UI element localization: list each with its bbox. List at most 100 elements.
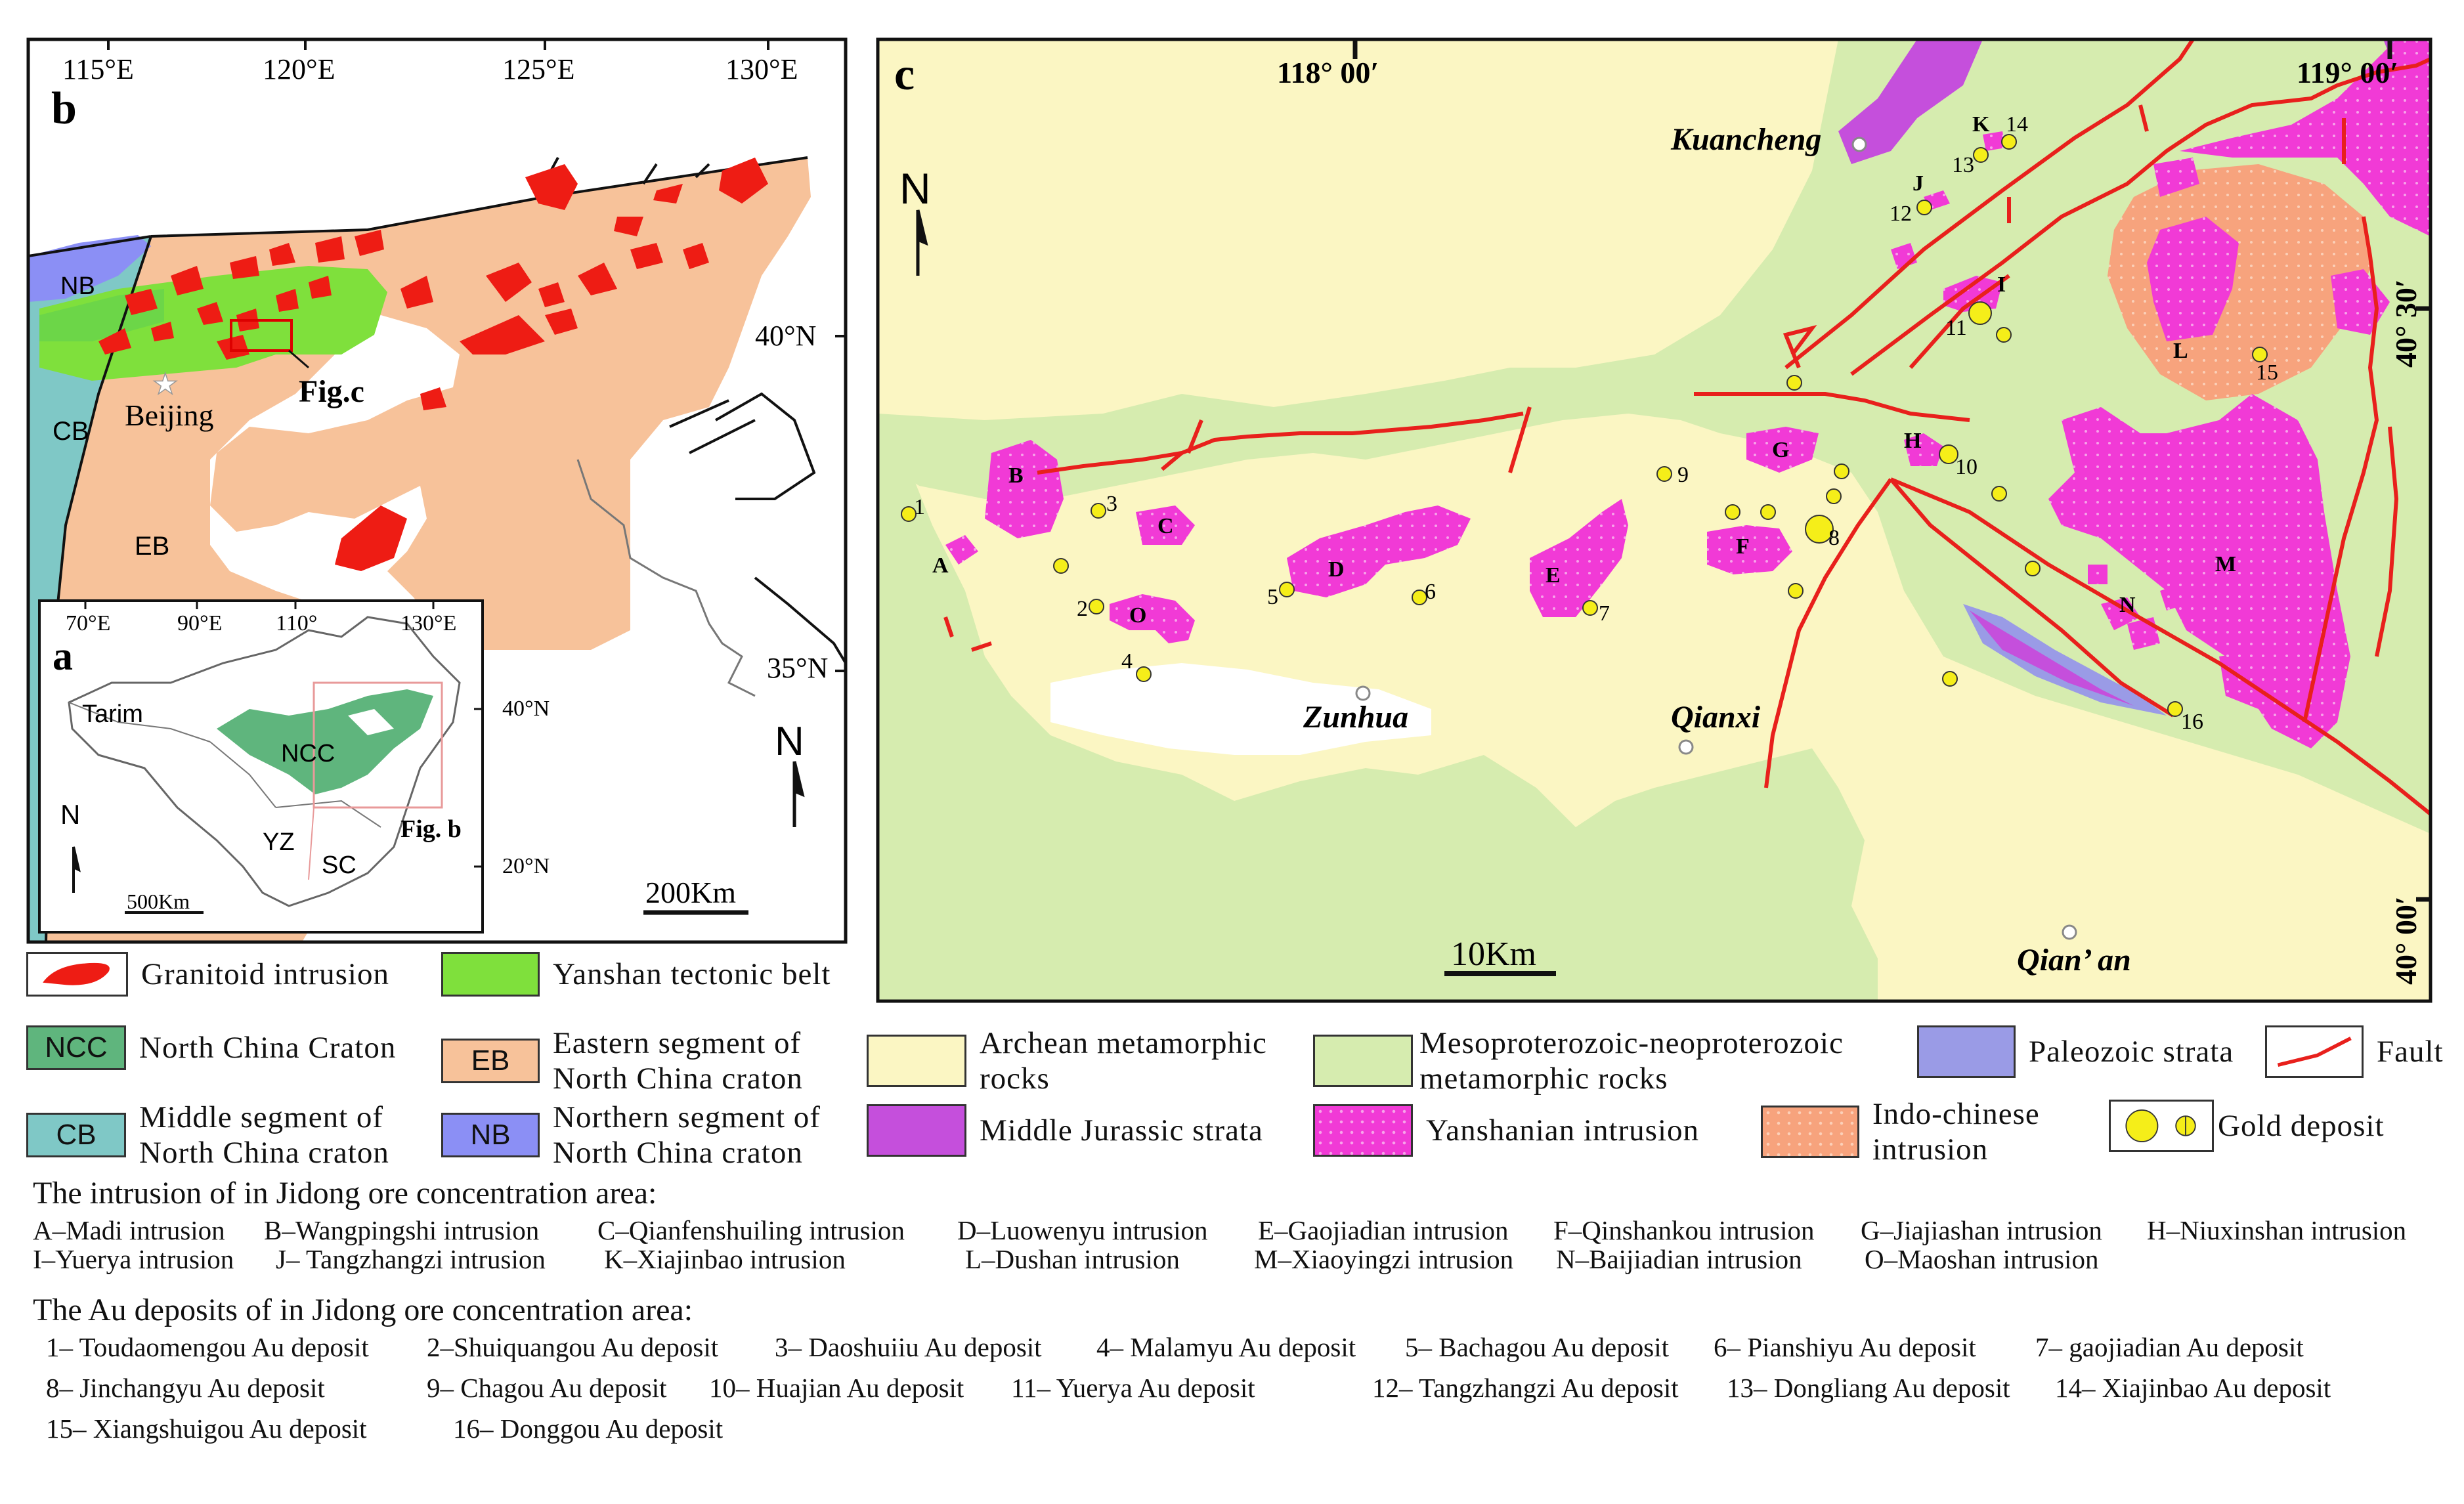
intrusion-letter-labels: A B C D E F G H I J K L M N O (932, 112, 2236, 628)
svg-text:L: L (2173, 339, 2188, 363)
granitoid-swatch (26, 952, 128, 997)
ncc-inset-label: NCC (281, 740, 335, 767)
svg-text:E: E (1545, 563, 1561, 588)
svg-text:15: 15 (2256, 360, 2278, 385)
intrusion-g (1746, 427, 1819, 473)
intrusion-item: O–Maoshan intrusion (1865, 1244, 2099, 1274)
panel-b-letter: b (51, 83, 77, 134)
svg-text:13: 13 (1952, 153, 1974, 177)
intrusion-item: I–Yuerya intrusion (33, 1244, 234, 1274)
lon-label-130: 130°E (725, 53, 798, 85)
legend-granitoid: Granitoid intrusion (141, 957, 389, 991)
panel-b-map: ★ b 115°E 120°E 125°E 130°E 40°N 35°N NB… (26, 37, 848, 944)
north-arrow-icon (792, 761, 805, 827)
inset-scale-label: 500Km (127, 890, 190, 913)
meso-swatch (1313, 1035, 1413, 1087)
eb-label: EB (135, 532, 169, 561)
inset-lat-40: 40°N (502, 697, 550, 721)
legend-nb: Northern segment of North China craton (553, 1100, 821, 1170)
intrusion-f (1707, 525, 1792, 574)
inset-lon-90: 90°E (177, 611, 222, 635)
intrusion-item: E–Gaojiadian intrusion (1258, 1215, 1509, 1245)
beijing-star-icon: ★ (152, 368, 178, 400)
intrusion-item: L–Dushan intrusion (965, 1244, 1180, 1274)
deposit-item: 5– Bachagou Au deposit (1405, 1332, 1669, 1362)
deposit-item: 9– Chagou Au deposit (427, 1373, 667, 1403)
svg-text:1: 1 (914, 495, 925, 519)
deposit-item: 10– Huajian Au deposit (709, 1373, 964, 1403)
cb-label: CB (53, 417, 89, 446)
deposit-list-row-3: 15– Xiangshuigou Au deposit 16– Donggou … (33, 1413, 2455, 1453)
intrusion-item: D–Luowenyu intrusion (957, 1215, 1208, 1245)
indo-intrusion-l (2107, 164, 2370, 400)
nb-swatch: NB (441, 1113, 540, 1157)
deposit-item: 16– Donggou Au deposit (453, 1413, 724, 1444)
svg-text:F: F (1736, 534, 1750, 559)
yanshan-belt-swatch (441, 952, 540, 997)
inset-north-arrow-icon (72, 846, 81, 893)
intrusion-k (1983, 131, 2006, 151)
lat-label-4000: 40° 00′ (2389, 896, 2423, 985)
legend-jurassic: Middle Jurassic strata (980, 1113, 1263, 1148)
faults (943, 39, 2431, 816)
inset-lat-20: 20°N (502, 854, 550, 878)
deposit-list-row-2: 8– Jinchangyu Au deposit 9– Chagou Au de… (33, 1372, 2455, 1413)
svg-text:K: K (1972, 112, 1990, 137)
intrusion-h (1904, 433, 1943, 466)
lon-label-118: 118° 00′ (1277, 56, 1379, 89)
eb-swatch: EB (441, 1039, 540, 1083)
tarim-label: Tarim (82, 700, 143, 728)
svg-text:G: G (1772, 438, 1789, 462)
deposit-item: 11– Yuerya Au deposit (1011, 1373, 1255, 1403)
panel-a-letter: a (53, 634, 73, 679)
svg-text:12: 12 (1890, 202, 1912, 226)
gold-swatch (2109, 1100, 2214, 1152)
svg-text:J: J (1913, 171, 1924, 196)
lat-label-40n: 40°N (755, 320, 816, 352)
intrusion-c (1136, 505, 1195, 545)
cb-swatch: CB (26, 1113, 126, 1157)
svg-text:8: 8 (1828, 526, 1840, 550)
svg-text:D: D (1328, 557, 1345, 582)
jurassic-unit (1838, 39, 1983, 164)
deposit-item: 8– Jinchangyu Au deposit (46, 1373, 325, 1403)
svg-text:14: 14 (2006, 112, 2028, 137)
svg-text:11: 11 (1945, 316, 1967, 340)
deposit-item: 1– Toudaomengou Au deposit (46, 1332, 369, 1362)
sc-label: SC (322, 851, 357, 879)
svg-text:7: 7 (1599, 601, 1610, 626)
nb-label: NB (60, 272, 95, 300)
indo-swatch (1761, 1106, 1859, 1158)
intrusion-item: M–Xiaoyingzi intrusion (1254, 1244, 1514, 1274)
qianxi-label: Qianxi (1671, 700, 1761, 735)
svg-text:O: O (1129, 603, 1146, 628)
lon-label-125: 125°E (502, 53, 574, 85)
legend-eb: Eastern segment of North China craton (553, 1026, 803, 1096)
deposit-number-labels: 1 2 3 4 5 6 7 8 9 10 11 12 13 14 15 16 (914, 112, 2278, 734)
granitoid-patches (98, 158, 768, 571)
svg-text:4: 4 (1121, 649, 1133, 674)
svg-text:N: N (2119, 593, 2136, 617)
deposit-list-row-1: 1– Toudaomengou Au deposit 2–Shuiquangou… (33, 1331, 2455, 1372)
lat-label-35n: 35°N (767, 652, 828, 684)
deposit-item: 7– gaojiadian Au deposit (2035, 1332, 2304, 1362)
svg-text:5: 5 (1267, 585, 1278, 609)
kuancheng-label: Kuancheng (1670, 122, 1821, 157)
lon-label-119: 119° 00′ (2297, 56, 2398, 89)
panel-b-north-label: N (775, 719, 804, 764)
meso-unit (878, 39, 2431, 834)
intrusion-list-row-1: A–Madi intrusion B–Wangpingshi intrusion… (33, 1214, 2455, 1255)
intrusion-item: K–Xiajinbao intrusion (604, 1244, 846, 1274)
deposit-item: 2–Shuiquangou Au deposit (427, 1332, 719, 1362)
inset-a-map: a 70°E 90°E 110° 130°E 40°N 20°N Tarim N… (38, 599, 550, 934)
svg-text:I: I (1997, 272, 2006, 297)
svg-text:16: 16 (2181, 710, 2203, 734)
ncc-swatch: NCC (26, 1025, 126, 1070)
deposit-item: 6– Pianshiyu Au deposit (1714, 1332, 1976, 1362)
legend-indo: Indo-chinese intrusion (1872, 1097, 2040, 1167)
cb-region (28, 236, 151, 942)
intrusion-item: F–Qinshankou intrusion (1553, 1215, 1815, 1245)
panel-c-north-label: N (899, 164, 931, 213)
fig-c-label: Fig.c (299, 374, 364, 409)
lat-label-4030: 40° 30′ (2389, 279, 2423, 368)
